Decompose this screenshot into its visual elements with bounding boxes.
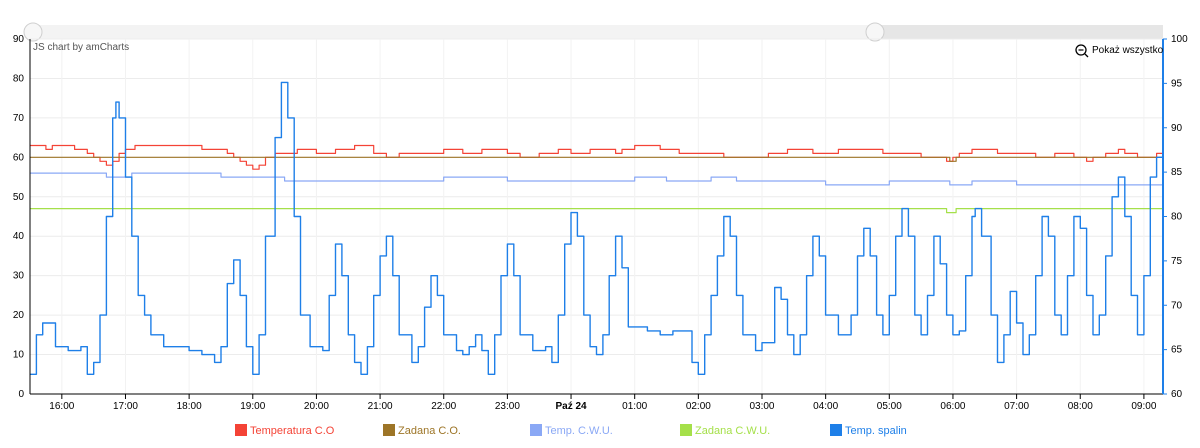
series-line-5 <box>30 81 1164 375</box>
x-tick-label: 06:00 <box>940 401 965 412</box>
x-axis-ticks: 16:00 17:00 18:00 19:00 20:00 21:00 22:00 23:00… <box>49 401 1157 412</box>
legend-swatch <box>830 424 842 436</box>
legend-swatch <box>680 424 692 436</box>
legend-label[interactable]: Zadana C.W.U. <box>695 425 770 437</box>
y-left-tick-label: 10 <box>13 350 25 361</box>
y-left-tick-label: 90 <box>13 34 25 45</box>
y-axis-left-ticks: 0 10 20 30 40 50 60 70 80 90 <box>13 34 25 400</box>
legend-swatch <box>235 424 247 436</box>
x-tick-label: 18:00 <box>177 401 202 412</box>
y-right-tick-label: 75 <box>1171 256 1183 267</box>
series-line-1 <box>30 144 1163 170</box>
series-line-2 <box>30 156 1163 162</box>
zoom-out-icon <box>1075 44 1087 56</box>
legend-item[interactable]: Zadana C.O. <box>383 424 461 437</box>
y-right-tick-label: 95 <box>1171 78 1183 89</box>
x-tick-label: 03:00 <box>749 401 774 412</box>
y-left-tick-label: 80 <box>13 73 25 84</box>
y-left-tick-label: 70 <box>13 113 25 124</box>
x-tick-label: 22:00 <box>431 401 456 412</box>
x-tick-label: 08:00 <box>1068 401 1093 412</box>
x-tick-label: 23:00 <box>495 401 520 412</box>
y-right-tick-label: 100 <box>1171 34 1188 45</box>
x-tick-label: 04:00 <box>813 401 838 412</box>
legend: Temperatura C.O Zadana C.O. Temp. C.W.U. Za… <box>235 424 907 437</box>
legend-swatch <box>383 424 395 436</box>
x-tick-label: 05:00 <box>877 401 902 412</box>
y-left-tick-label: 50 <box>13 192 25 203</box>
scrollbar-handle-left[interactable] <box>23 22 43 42</box>
x-tick-label: 07:00 <box>1004 401 1029 412</box>
grid-lines <box>30 38 1163 395</box>
chart-credit[interactable]: JS chart by amCharts <box>33 42 129 53</box>
y-left-tick-label: 40 <box>13 231 25 242</box>
x-tick-label: 20:00 <box>304 401 329 412</box>
series-line-3 <box>30 172 1163 186</box>
scrollbar-selection[interactable] <box>30 25 875 39</box>
y-left-tick-label: 60 <box>13 152 25 163</box>
legend-label[interactable]: Temperatura C.O <box>250 425 335 437</box>
y-axis-right-ticks: 60 65 70 75 80 85 90 95 100 <box>1171 34 1188 400</box>
series-line-4 <box>30 208 1163 214</box>
x-tick-label: 09:00 <box>1131 401 1156 412</box>
x-tick-label: Paź 24 <box>555 401 587 412</box>
series-lines <box>30 81 1164 375</box>
y-right-tick-label: 90 <box>1171 123 1183 134</box>
legend-label[interactable]: Temp. spalin <box>845 425 907 437</box>
y-left-tick-label: 20 <box>13 310 25 321</box>
y-right-tick-label: 85 <box>1171 167 1183 178</box>
scrollbar-handle-right[interactable] <box>865 22 885 42</box>
zoom-out-icon-handle <box>1084 53 1089 58</box>
legend-item[interactable]: Temp. spalin <box>830 424 907 437</box>
show-all-button[interactable]: Pokaż wszystko <box>1075 44 1164 58</box>
legend-item[interactable]: Temp. C.W.U. <box>530 424 613 437</box>
y-left-tick-label: 30 <box>13 271 25 282</box>
x-tick-label: 17:00 <box>113 401 138 412</box>
y-right-tick-label: 60 <box>1171 389 1183 400</box>
chart-scrollbar[interactable] <box>23 22 1163 42</box>
x-tick-label: 16:00 <box>49 401 74 412</box>
legend-swatch <box>530 424 542 436</box>
y-right-tick-label: 80 <box>1171 212 1183 223</box>
legend-label[interactable]: Temp. C.W.U. <box>545 425 613 437</box>
y-right-tick-label: 65 <box>1171 345 1183 356</box>
y-left-tick-label: 0 <box>18 389 24 400</box>
show-all-label[interactable]: Pokaż wszystko <box>1092 45 1164 56</box>
legend-label[interactable]: Zadana C.O. <box>398 425 461 437</box>
legend-item[interactable]: Temperatura C.O <box>235 424 335 437</box>
x-tick-label: 21:00 <box>368 401 393 412</box>
x-tick-label: 01:00 <box>622 401 647 412</box>
y-right-tick-label: 70 <box>1171 300 1183 311</box>
x-tick-label: 02:00 <box>686 401 711 412</box>
x-tick-label: 19:00 <box>240 401 265 412</box>
legend-item[interactable]: Zadana C.W.U. <box>680 424 770 437</box>
axes <box>29 38 1167 399</box>
